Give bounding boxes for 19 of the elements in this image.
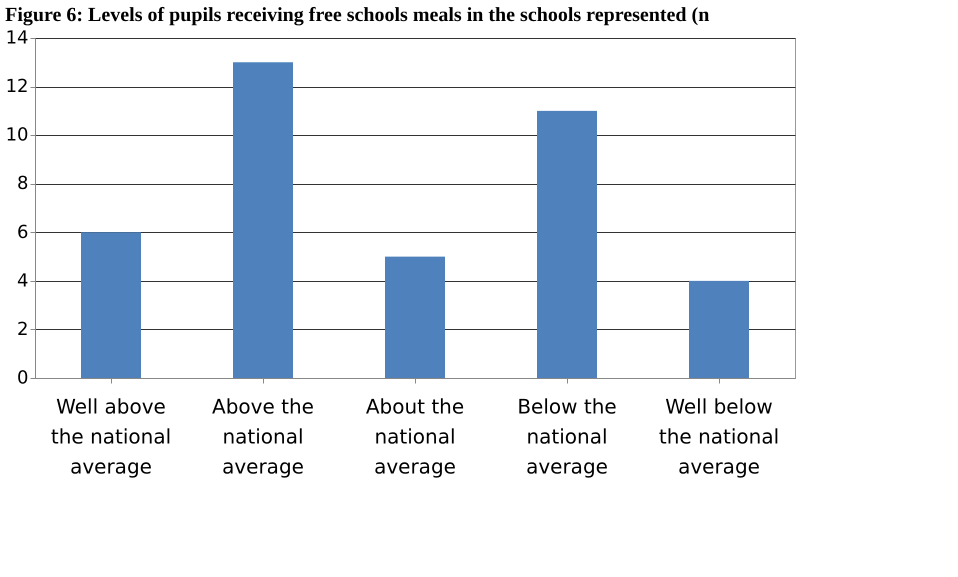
- y-tick-label: 10: [6, 124, 28, 146]
- y-tick-label: 6: [17, 222, 28, 243]
- y-tick-label: 2: [17, 318, 28, 340]
- y-tick-label: 4: [17, 270, 28, 292]
- x-tick-label: Below the national average: [517, 394, 617, 478]
- bar: [81, 232, 141, 378]
- x-tick-label: Above the national average: [212, 394, 314, 478]
- y-tick-label: 14: [6, 28, 28, 48]
- bar: [537, 110, 597, 378]
- x-tick-label: About the national average: [366, 394, 464, 478]
- bar: [689, 280, 749, 378]
- chart-title: Figure 6: Levels of pupils receiving free schools meals in the schools represented (n: [5, 4, 710, 26]
- y-tick-label: 12: [6, 76, 28, 98]
- y-tick-label: 8: [17, 173, 28, 194]
- x-tick-label: Well above the national average: [50, 394, 172, 478]
- bar: [233, 62, 293, 378]
- y-tick-label: 0: [17, 368, 28, 388]
- x-tick-label: Well below the national average: [658, 394, 780, 478]
- bar: [385, 256, 445, 378]
